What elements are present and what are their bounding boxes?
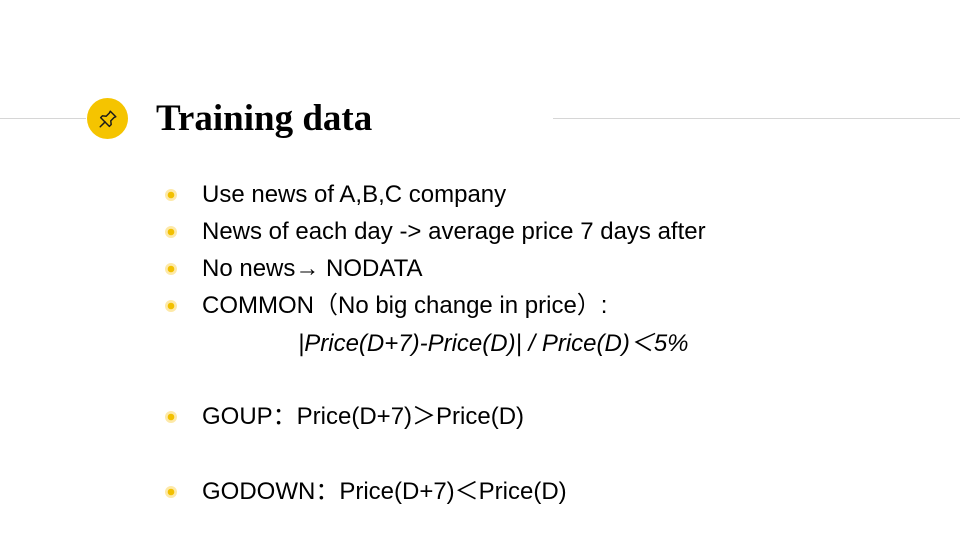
bullet-text: GODOWN：Price(D+7)＜Price(D) — [202, 478, 567, 505]
bullet-text: GOUP：Price(D+7)＞Price(D) — [202, 403, 525, 430]
bullet-text: Use news of A,B,C company — [202, 181, 507, 208]
bullet-icon — [165, 300, 177, 312]
bullet-item: Use news of A,B,C company — [164, 180, 506, 210]
pushpin-badge — [87, 98, 128, 139]
bullet-item: COMMON（No big change in price）: — [164, 291, 607, 321]
title-divider-right — [553, 118, 960, 119]
bullet-item: No news→ NODATA — [164, 254, 423, 284]
bullet-icon — [165, 226, 177, 238]
title-divider-left — [0, 118, 86, 119]
bullet-text: COMMON（No big change in price）: — [202, 292, 608, 319]
bullet-icon — [165, 411, 177, 423]
bullet-item: GODOWN：Price(D+7)＜Price(D) — [164, 477, 567, 507]
bullet-icon — [165, 189, 177, 201]
bullet-icon — [165, 263, 177, 275]
slide-title: Training data — [156, 98, 373, 139]
bullet-text: No news→ NODATA — [202, 255, 423, 282]
bullet-item: GOUP：Price(D+7)＞Price(D) — [164, 402, 524, 432]
bullet-icon — [165, 486, 177, 498]
bullet-text: News of each day -> average price 7 days… — [202, 218, 706, 245]
bullet-item: News of each day -> average price 7 days… — [164, 217, 706, 247]
pushpin-icon — [98, 109, 117, 128]
price-change-formula: |Price(D+7)-Price(D)| / Price(D)＜5% — [298, 330, 689, 357]
